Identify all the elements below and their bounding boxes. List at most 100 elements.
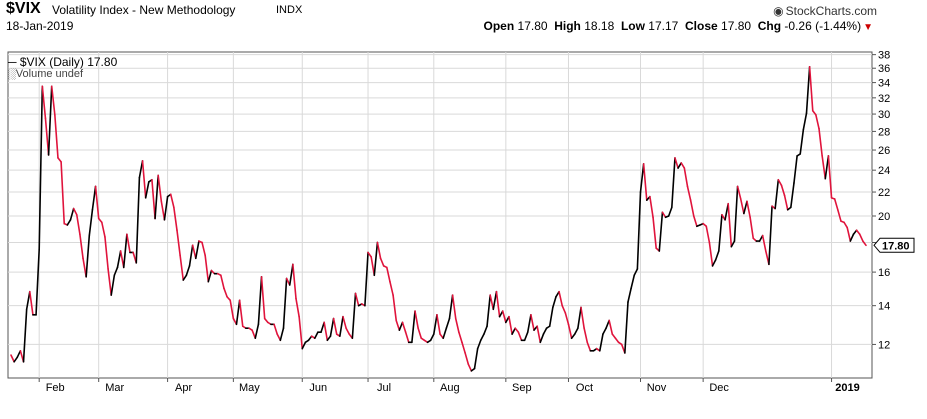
price-segment — [101, 221, 106, 238]
price-segment — [448, 294, 454, 320]
price-segment — [855, 229, 861, 236]
price-segment — [476, 339, 482, 350]
price-segment — [191, 244, 197, 260]
x-tick-label: Sep — [512, 382, 532, 394]
price-segment — [47, 85, 53, 156]
price-segment — [611, 333, 617, 340]
price-segment — [489, 294, 495, 311]
price-segment — [749, 216, 755, 240]
price-segment — [313, 331, 319, 340]
price-segment — [386, 266, 391, 283]
x-tick-label: Jul — [377, 382, 391, 394]
price-segment — [739, 198, 745, 215]
price-segment — [323, 321, 329, 342]
close-value: 17.80 — [721, 19, 752, 33]
price-segment — [583, 327, 589, 344]
price-segment — [91, 185, 97, 211]
price-segment — [511, 327, 517, 335]
price-segment — [339, 315, 344, 337]
low-label: Low — [620, 19, 645, 33]
price-segment — [50, 85, 56, 116]
price-segment — [686, 185, 692, 201]
price-segment — [182, 274, 188, 281]
price-segment — [680, 162, 686, 169]
price-segment — [473, 347, 479, 370]
price-segment — [301, 341, 307, 350]
price-segment — [404, 331, 410, 344]
price-segment — [808, 66, 814, 112]
price-segment — [35, 248, 40, 316]
price-segment — [768, 205, 773, 266]
price-segment — [602, 327, 607, 335]
price-segment — [705, 225, 711, 244]
price-segment — [649, 195, 654, 219]
index-name: Volatility Index - New Methodology — [52, 3, 236, 17]
price-segment — [389, 280, 394, 296]
price-segment — [179, 254, 185, 281]
price-segment — [417, 327, 423, 340]
price-segment — [411, 310, 416, 344]
y-tick-label: 22 — [878, 187, 890, 199]
price-segment — [833, 198, 839, 211]
price-segment — [88, 208, 94, 237]
price-segment — [110, 274, 116, 296]
y-tick-label: 20 — [878, 211, 890, 223]
price-segment — [116, 250, 122, 269]
price-segment — [862, 240, 867, 247]
price-segment — [332, 317, 338, 335]
price-segment — [558, 290, 564, 307]
price-segment — [627, 287, 632, 303]
price-segment — [66, 219, 72, 226]
price-segment — [72, 207, 78, 216]
legend-series: ─ $VIX (Daily) 17.80 — [8, 55, 117, 69]
price-segment — [398, 321, 404, 331]
y-tick-label: 14 — [878, 301, 890, 313]
price-segment — [94, 185, 100, 220]
price-segment — [298, 315, 304, 350]
price-segment — [780, 184, 786, 197]
y-tick-label: 12 — [878, 339, 890, 351]
price-segment — [238, 299, 244, 328]
price-segment — [636, 191, 642, 270]
price-segment — [367, 251, 372, 258]
price-segment — [151, 178, 156, 220]
stockcharts-icon: ◉ — [773, 4, 784, 18]
price-segment — [28, 290, 34, 316]
price-segment — [852, 229, 858, 236]
price-segment — [85, 234, 91, 278]
last-price-marker — [873, 237, 915, 253]
price-segment — [295, 297, 300, 318]
price-segment — [514, 327, 520, 333]
price-segment — [41, 85, 47, 120]
price-segment — [458, 331, 463, 344]
price-segment — [279, 327, 285, 342]
price-segment — [824, 155, 830, 180]
legend-series-label: $VIX (Daily) 17.80 — [19, 55, 118, 69]
price-segment — [642, 163, 648, 201]
price-segment — [727, 202, 733, 248]
price-segment — [185, 265, 191, 277]
price-segment — [658, 211, 664, 252]
price-segment — [614, 337, 620, 344]
price-segment — [743, 200, 748, 215]
price-segment — [235, 299, 241, 326]
price-segment — [692, 215, 698, 228]
price-segment — [633, 268, 639, 277]
price-segment — [683, 167, 689, 188]
price-segment — [16, 349, 22, 359]
price-segment — [54, 114, 59, 159]
price-segment — [429, 333, 435, 342]
price-segment — [307, 335, 313, 342]
price-segment — [598, 333, 604, 352]
price-segment — [671, 157, 676, 209]
last-price-label: 17.80 — [882, 240, 910, 252]
price-segment — [22, 308, 28, 363]
price-segment — [107, 268, 113, 296]
price-segment — [433, 314, 438, 335]
price-segment — [718, 213, 723, 252]
y-tick-label: 24 — [878, 165, 890, 177]
price-segment — [223, 287, 228, 298]
price-segment — [229, 299, 235, 320]
x-tick-label: Apr — [175, 382, 192, 394]
